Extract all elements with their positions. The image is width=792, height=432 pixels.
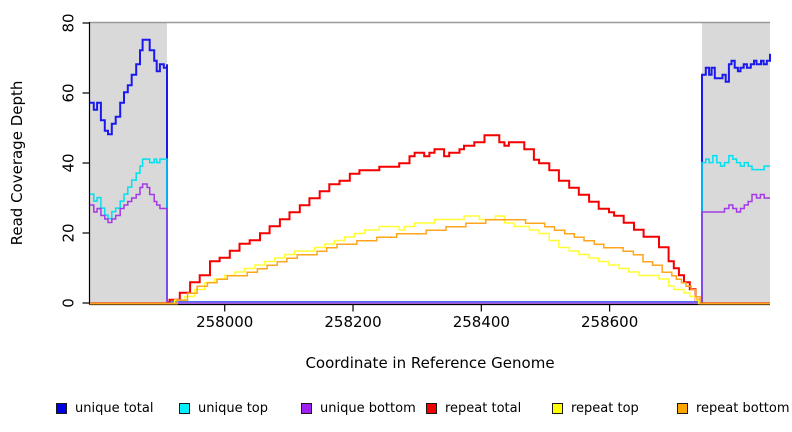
masked-region: [702, 23, 770, 305]
legend-label: repeat bottom: [696, 400, 790, 416]
y-axis-title: Read Coverage Depth: [8, 81, 26, 246]
series-line-unique-bottom: [90, 183, 770, 304]
legend-item-repeat-bottom: repeat bottom: [677, 397, 790, 419]
legend-label: repeat total: [445, 400, 522, 416]
legend-item-repeat-top: repeat top: [552, 397, 639, 419]
legend-item-unique-bottom: unique bottom: [301, 397, 416, 419]
x-tick-label: 258200: [324, 313, 381, 331]
y-tick-label: 40: [60, 153, 78, 172]
x-tick-label: 258400: [453, 313, 510, 331]
series-line-unique-top: [90, 154, 770, 304]
x-tick-label: 258000: [196, 313, 253, 331]
series-line-repeat-top: [90, 215, 770, 305]
x-tick-label: 258600: [581, 313, 638, 331]
series-line-repeat-bottom: [90, 219, 770, 305]
legend-swatch-repeat-bottom: [677, 402, 688, 414]
series-line-repeat-total: [90, 134, 770, 305]
x-axis-title: Coordinate in Reference Genome: [305, 354, 554, 372]
legend-label: unique bottom: [320, 400, 416, 416]
legend-swatch-unique-total: [56, 402, 67, 414]
legend-item-unique-total: unique total: [56, 397, 153, 419]
y-tick-label: 80: [60, 13, 78, 32]
legend: unique total unique top unique bottom repea…: [0, 397, 792, 421]
legend-swatch-repeat-top: [552, 402, 563, 414]
masked-regions: [90, 23, 770, 305]
y-tick-label: 20: [60, 223, 78, 242]
masked-region: [90, 23, 167, 305]
legend-swatch-unique-bottom: [301, 402, 312, 414]
legend-label: unique top: [198, 400, 269, 416]
legend-item-repeat-total: repeat total: [426, 397, 521, 419]
y-tick-label: 60: [60, 83, 78, 102]
series-line-unique-total: [90, 38, 771, 304]
legend-swatch-unique-top: [179, 402, 190, 414]
axes: 0 20 40 60 80 258000 258200 258400 258600: [60, 13, 770, 331]
legend-item-unique-top: unique top: [179, 397, 268, 419]
legend-swatch-repeat-total: [426, 402, 437, 414]
legend-label: unique total: [75, 400, 154, 416]
series-lines: [90, 38, 771, 305]
legend-label: repeat top: [571, 400, 639, 416]
y-tick-label: 0: [60, 298, 78, 308]
